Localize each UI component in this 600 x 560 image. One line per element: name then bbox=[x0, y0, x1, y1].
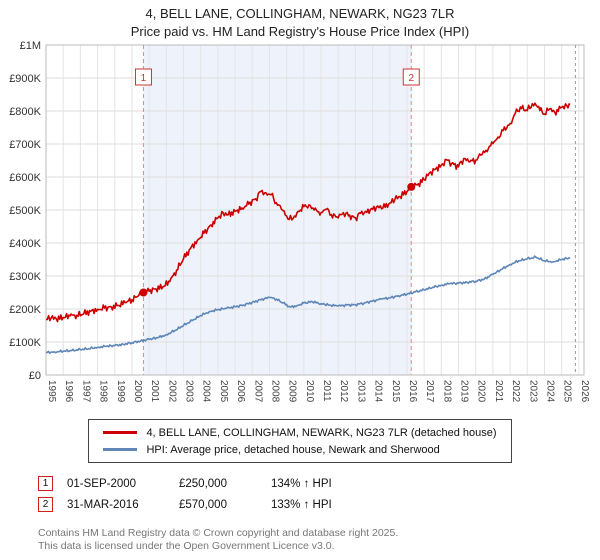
transaction-row-1: 1 01-SEP-2000 £250,000 134% ↑ HPI bbox=[38, 473, 600, 494]
svg-text:£1M: £1M bbox=[20, 40, 41, 52]
svg-text:2007: 2007 bbox=[252, 380, 263, 403]
property-line-swatch bbox=[103, 431, 138, 434]
svg-text:£400K: £400K bbox=[9, 238, 41, 250]
svg-text:2010: 2010 bbox=[304, 380, 315, 403]
legend-item-hpi: HPI: Average price, detached house, Newa… bbox=[103, 441, 496, 458]
hpi-line-swatch bbox=[103, 448, 138, 451]
svg-text:2000: 2000 bbox=[132, 380, 143, 403]
legend-item-property: 4, BELL LANE, COLLINGHAM, NEWARK, NG23 7… bbox=[103, 424, 497, 441]
price-history-chart: 1995 1996 1997 1998 1999 2000 2001 2002 2003 2004… bbox=[9, 40, 590, 403]
svg-text:2026: 2026 bbox=[579, 380, 590, 403]
svg-text:£0: £0 bbox=[29, 370, 41, 382]
transaction-1-date: 01-SEP-2000 bbox=[67, 477, 137, 490]
svg-text:£600K: £600K bbox=[9, 172, 41, 184]
svg-text:£500K: £500K bbox=[9, 205, 41, 217]
footer-line-2: This data is licensed under the Open Gov… bbox=[38, 540, 335, 553]
svg-text:£700K: £700K bbox=[9, 139, 41, 151]
svg-text:2009: 2009 bbox=[287, 380, 298, 403]
svg-text:2003: 2003 bbox=[184, 380, 195, 403]
svg-text:2013: 2013 bbox=[355, 380, 366, 403]
transaction-2-price: £570,000 bbox=[179, 498, 227, 511]
svg-text:£200K: £200K bbox=[9, 304, 41, 316]
svg-text:1995: 1995 bbox=[46, 380, 57, 403]
svg-text:£300K: £300K bbox=[9, 271, 41, 283]
svg-text:2002: 2002 bbox=[166, 380, 177, 403]
transactions-list: 1 01-SEP-2000 £250,000 134% ↑ HPI 2 31-M… bbox=[38, 473, 600, 515]
svg-text:2005: 2005 bbox=[218, 380, 229, 403]
svg-text:2008: 2008 bbox=[269, 380, 280, 403]
license-footer: Contains HM Land Registry data © Crown c… bbox=[38, 527, 600, 553]
transaction-1-price: £250,000 bbox=[179, 477, 227, 490]
hpi-line-label: HPI: Average price, detached house, Newa… bbox=[146, 443, 440, 456]
transaction-2-date: 31-MAR-2016 bbox=[67, 498, 139, 511]
svg-text:£800K: £800K bbox=[9, 106, 41, 118]
svg-text:£100K: £100K bbox=[9, 337, 41, 349]
svg-text:2020: 2020 bbox=[476, 380, 487, 403]
svg-text:2021: 2021 bbox=[493, 380, 504, 403]
svg-text:2014: 2014 bbox=[373, 380, 384, 403]
marker-1-badge: 1 bbox=[38, 476, 53, 491]
svg-text:1: 1 bbox=[141, 73, 147, 84]
svg-text:1998: 1998 bbox=[98, 380, 109, 403]
svg-text:1999: 1999 bbox=[115, 380, 126, 403]
svg-text:2006: 2006 bbox=[235, 380, 246, 403]
svg-text:2022: 2022 bbox=[510, 380, 521, 403]
transaction-1-hpi: 134% ↑ HPI bbox=[271, 477, 332, 490]
svg-text:2016: 2016 bbox=[407, 380, 418, 403]
svg-text:2015: 2015 bbox=[390, 380, 401, 403]
svg-text:1997: 1997 bbox=[80, 380, 91, 403]
svg-text:1996: 1996 bbox=[63, 380, 74, 403]
svg-text:2018: 2018 bbox=[441, 380, 452, 403]
svg-text:2001: 2001 bbox=[149, 380, 160, 403]
chart-legend: 4, BELL LANE, COLLINGHAM, NEWARK, NG23 7… bbox=[88, 419, 512, 463]
svg-text:2019: 2019 bbox=[459, 380, 470, 403]
transaction-row-2: 2 31-MAR-2016 £570,000 133% ↑ HPI bbox=[38, 494, 600, 515]
svg-text:2023: 2023 bbox=[527, 380, 538, 403]
svg-text:£900K: £900K bbox=[9, 73, 41, 85]
marker-2-badge: 2 bbox=[38, 497, 53, 512]
svg-text:2004: 2004 bbox=[201, 380, 212, 403]
page-subtitle: Price paid vs. HM Land Registry's House … bbox=[130, 24, 470, 39]
footer-line-1: Contains HM Land Registry data © Crown c… bbox=[38, 527, 399, 539]
transaction-2-hpi: 133% ↑ HPI bbox=[271, 498, 332, 511]
svg-text:2017: 2017 bbox=[424, 380, 435, 403]
svg-text:2011: 2011 bbox=[321, 380, 332, 402]
svg-text:2025: 2025 bbox=[562, 380, 573, 403]
property-line-label: 4, BELL LANE, COLLINGHAM, NEWARK, NG23 7… bbox=[146, 426, 497, 439]
svg-text:2024: 2024 bbox=[544, 380, 555, 403]
page-title: 4, BELL LANE, COLLINGHAM, NEWARK, NG23 7… bbox=[145, 6, 455, 21]
svg-text:2: 2 bbox=[408, 73, 414, 84]
svg-text:2012: 2012 bbox=[338, 380, 349, 403]
